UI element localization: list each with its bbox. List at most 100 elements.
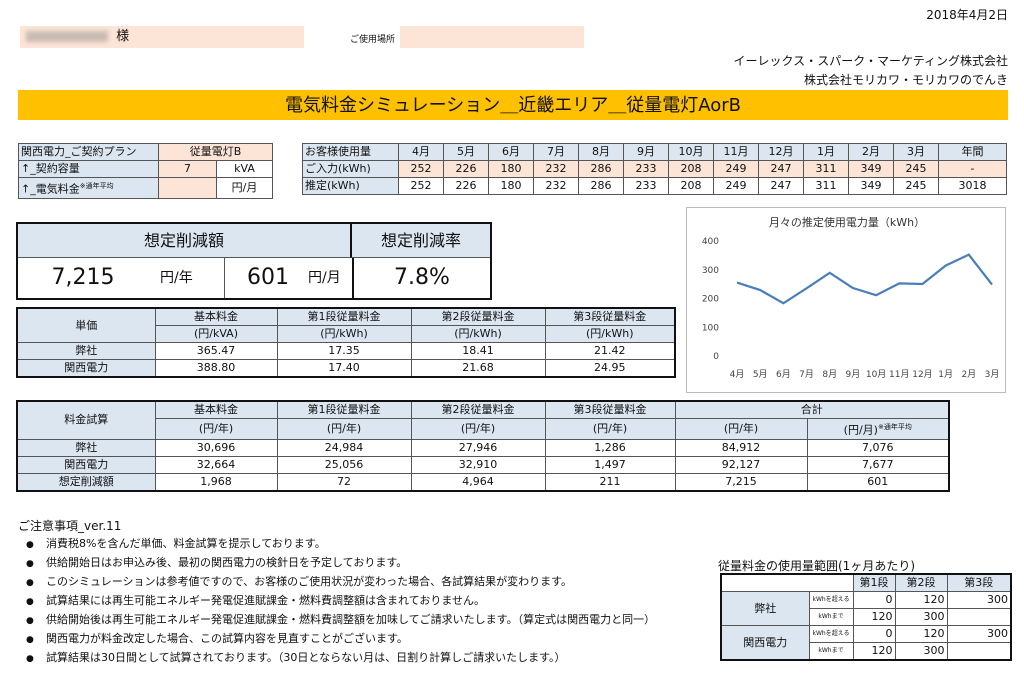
range-table: 第1段 第2段 第3段 弊社 kWhを超える 0 120 300 kWhまで 120 300 関西電… [720,573,1012,661]
usage-chart-svg: 月々の推定使用電力量（kWh） 0 100 200 300 400 4月 5月 6月 7月 8月 9月… [702,215,1000,380]
usage-input-cell: 252 [398,160,444,178]
y-tick-label: 100 [702,323,719,333]
note-item: ● 供給開始日はお申込み後、最初の関西電力の検針日を予定しております。 [26,553,726,572]
trial-cell: 7,076 [806,438,950,457]
x-tick-label: 9月 [846,369,861,380]
usage-month-header: 8月 [578,143,624,161]
note-item: ● 消費税8%を含んだ単価、料金試算を提示しております。 [26,534,726,553]
savings-divider-2 [352,258,354,298]
trial-col-header: 第1段従量料金 [276,400,412,419]
usage-est-cell: 247 [758,177,804,195]
usage-est-cell: 249 [713,177,759,195]
x-tick-label: 6月 [776,369,791,380]
trial-row-label: 想定削減額 [16,472,156,492]
trial-avg-note: ※通年平均 [877,423,912,431]
usage-est-cell: 3018 [938,177,1007,195]
unit-price-col-unit: (円/kWh) [276,325,412,343]
usage-est-cell: 233 [623,177,669,195]
note-text: 供給開始日はお申込み後、最初の関西電力の検針日を予定しております。 [46,556,408,569]
range-upto-label: kWhまで [808,608,854,626]
range-upto-cell: 300 [894,642,948,661]
trial-col-unit: (円/年) [276,418,412,440]
unit-price-col-unit: (円/kWh) [544,325,676,343]
trial-cell: 24,984 [276,438,412,457]
usage-input-cell: 286 [578,160,624,178]
notes-title: ご注意事項_ver.11 [18,519,122,533]
trial-col-unit: (円/年) [544,418,676,440]
bullet-icon: ● [26,559,34,569]
note-item: ● 供給開始後は再生可能エネルギー発電促進賦課金・燃料費調整額を加味してご請求いた… [26,610,726,629]
range-over-cell: 0 [852,591,896,609]
note-text: このシミュレーションは参考値ですので、お客様のご使用状況が変わった場合、各試算結… [46,575,573,588]
x-tick-label: 11月 [889,369,909,380]
range-row-label: 関西電力 [720,625,810,661]
usage-input-label: ご入力(kWh) [302,160,399,178]
trial-head: 料金試算 [16,400,156,440]
trial-cell: 1,286 [544,438,676,457]
usage-input-cell: 349 [848,160,894,178]
x-tick-label: 3月 [985,369,1000,380]
notes-list: ● 消費税8%を含んだ単価、料金試算を提示しております。 ● 供給開始日はお申込み後、… [26,534,726,667]
usage-input-cell: 232 [533,160,579,178]
fee-unit: 円/月 [215,177,274,199]
bullet-icon: ● [26,635,34,645]
usage-est-cell: 349 [848,177,894,195]
y-tick-label: 400 [702,237,719,247]
usage-est-cell: 208 [668,177,714,195]
usage-input-cell: 249 [713,160,759,178]
date: 2018年4月2日 [926,8,1008,22]
range-over-label: kWhを超える [808,591,854,609]
usage-chart: 月々の推定使用電力量（kWh） 0 100 200 300 400 4月 5月 6月 7月 8月 9月… [686,207,1006,393]
trial-cell: 72 [276,472,412,492]
capacity-value: 7 [158,160,217,178]
usage-est-cell: 286 [578,177,624,195]
savings-monthly-unit: 円/月 [308,270,341,286]
note-text: 試算結果には再生可能エネルギー発電促進賦課金・燃料費調整額は含まれておりません。 [46,594,486,607]
trial-col-header: 基本料金 [154,400,278,419]
trial-cell: 30,696 [154,438,278,457]
usage-input-cell: 180 [488,160,534,178]
unit-price-col-header: 第2段従量料金 [410,307,546,326]
trial-col-header: 第3段従量料金 [544,400,676,419]
unit-price-cell: 17.40 [276,359,412,378]
capacity-label: ↑_契約容量 [18,160,159,178]
bullet-icon: ● [26,597,34,607]
trial-cell: 84,912 [674,438,808,457]
range-upto-label: kWhまで [808,642,854,661]
usage-est-cell: 180 [488,177,534,195]
unit-price-col-header: 第3段従量料金 [544,307,676,326]
usage-header-label: お客様使用量 [302,143,399,161]
trial-col-unit: (円/年) [410,418,546,440]
plan-label: 関西電力_ご契約プラン [18,143,159,161]
x-tick-label: 12月 [912,369,932,380]
location-field [400,26,584,48]
range-upto-cell [946,608,1012,626]
unit-price-cell: 17.35 [276,342,412,360]
range-upto-cell [946,642,1012,661]
usage-est-cell: 226 [443,177,489,195]
usage-input-cell: 245 [893,160,939,178]
usage-month-header: 5月 [443,143,489,161]
range-over-cell: 120 [894,625,948,643]
note-text: 消費税8%を含んだ単価、料金試算を提示しております。 [46,537,326,550]
unit-price-col-header: 第1段従量料金 [276,307,412,326]
usage-month-header: 2月 [848,143,894,161]
x-tick-label: 2月 [961,369,976,380]
customer-suffix: 様 [116,29,130,44]
y-tick-label: 0 [713,352,719,362]
customer-name-field: 様 [20,26,304,48]
usage-est-cell: 232 [533,177,579,195]
chart-title: 月々の推定使用電力量（kWh） [769,215,925,229]
savings-rate-value: 7.8% [394,265,450,290]
trial-col-unit: (円/月)※通年平均 [806,418,950,440]
trial-row-label: 関西電力 [16,455,156,474]
unit-price-cell: 21.42 [544,342,676,360]
savings-divider [224,258,225,298]
note-item: ● このシミュレーションは参考値ですので、お客様のご使用状況が変わった場合、各試算… [26,572,726,591]
trial-cell: 4,964 [410,472,546,492]
capacity-unit: kVA [215,160,274,178]
usage-month-header: 10月 [668,143,714,161]
fee-label-cell: ↑_電気料金※通年平均 [18,177,159,199]
usage-line [736,253,993,305]
usage-month-header: 4月 [398,143,444,161]
